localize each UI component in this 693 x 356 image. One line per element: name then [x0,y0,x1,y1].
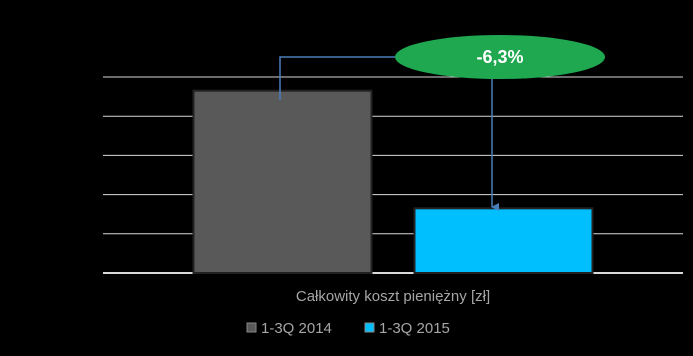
annotation-badge [395,35,605,79]
x-tick-label: Całkowity koszt pieniężny [zł] [296,288,490,305]
legend-marker [364,322,375,333]
legend-marker [246,322,257,333]
legend-label: 1-3Q 2014 [261,320,332,337]
grid [103,76,683,274]
connector-line [279,56,398,100]
bars [192,89,594,275]
bar [413,207,594,275]
bar [192,89,373,274]
annotation: -6,3% [476,47,523,67]
legend-label: 1-3Q 2015 [379,320,450,337]
